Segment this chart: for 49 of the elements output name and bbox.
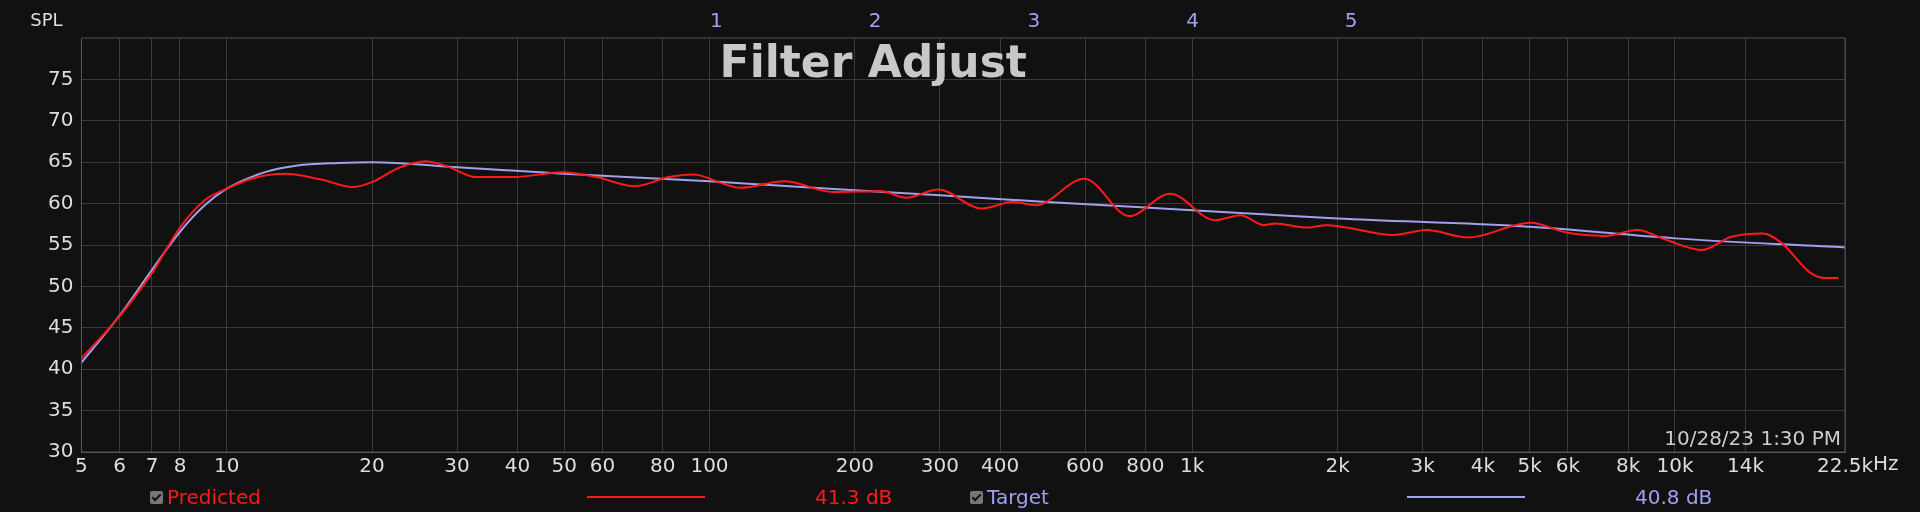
y-tick-label: 55	[48, 231, 74, 256]
x-tick-label: 300	[920, 453, 959, 478]
x-tick-label: 60	[589, 453, 616, 478]
x-tick-label: 8k	[1616, 453, 1641, 478]
text: 40.8 dB	[1635, 485, 1713, 509]
y-tick-label: 60	[48, 189, 74, 214]
text: Target	[987, 485, 1050, 509]
x-tick-label: 100	[690, 453, 729, 478]
x-tick-label: 400	[981, 453, 1020, 478]
y-tick-label: 35	[48, 396, 74, 421]
y-tick-label: 70	[48, 107, 74, 131]
text: 41.3 dB	[815, 485, 893, 509]
x-tick-label: 5k	[1517, 453, 1543, 478]
x-axis-title: Hz	[1873, 451, 1899, 476]
x-tick-label: 800	[1126, 453, 1165, 478]
x-tick-label: 200	[835, 453, 874, 478]
y-tick-label: 65	[48, 148, 74, 173]
x-tick-label: 50	[551, 453, 577, 478]
x-tick-label: 3k	[1410, 453, 1436, 478]
text: 1	[709, 8, 723, 33]
x-tick-label: 6	[113, 453, 127, 478]
y-tick-label: 50	[48, 272, 74, 297]
x-tick-label: 2k	[1325, 453, 1351, 478]
x-tick-label: 5	[75, 453, 88, 478]
x-tick-label: 30	[444, 453, 470, 478]
chart-title: Filter Adjust	[719, 36, 1027, 88]
x-tick-label: 40	[504, 453, 531, 478]
annotation: 10/28/23 1:30 PM	[1664, 426, 1841, 451]
text: 3	[1027, 8, 1041, 33]
text: 2	[868, 8, 882, 33]
text: Predicted	[167, 485, 262, 509]
text: 5	[1344, 8, 1358, 33]
x-tick-label: 8	[173, 453, 187, 478]
x-tick-label: 20	[359, 453, 385, 478]
y-tick-label: 40	[48, 355, 74, 380]
x-tick-label: 1k	[1180, 453, 1205, 478]
x-tick-label: 10	[214, 453, 240, 478]
x-tick-label: 4k	[1470, 453, 1496, 478]
y-tick-label: 75	[48, 65, 74, 90]
x-tick-label: 600	[1066, 453, 1105, 478]
x-tick-label: 6k	[1555, 453, 1581, 478]
text: 4	[1186, 8, 1199, 33]
x-tick-label: 7	[145, 453, 159, 478]
y-axis-title: SPL	[30, 8, 63, 30]
x-tick-label: 14k	[1727, 453, 1765, 478]
x-tick-label: 22.5k	[1816, 453, 1874, 478]
x-tick-label: 80	[650, 453, 676, 478]
y-tick-label: 45	[48, 314, 74, 338]
x-tick-label: 10k	[1656, 453, 1694, 478]
